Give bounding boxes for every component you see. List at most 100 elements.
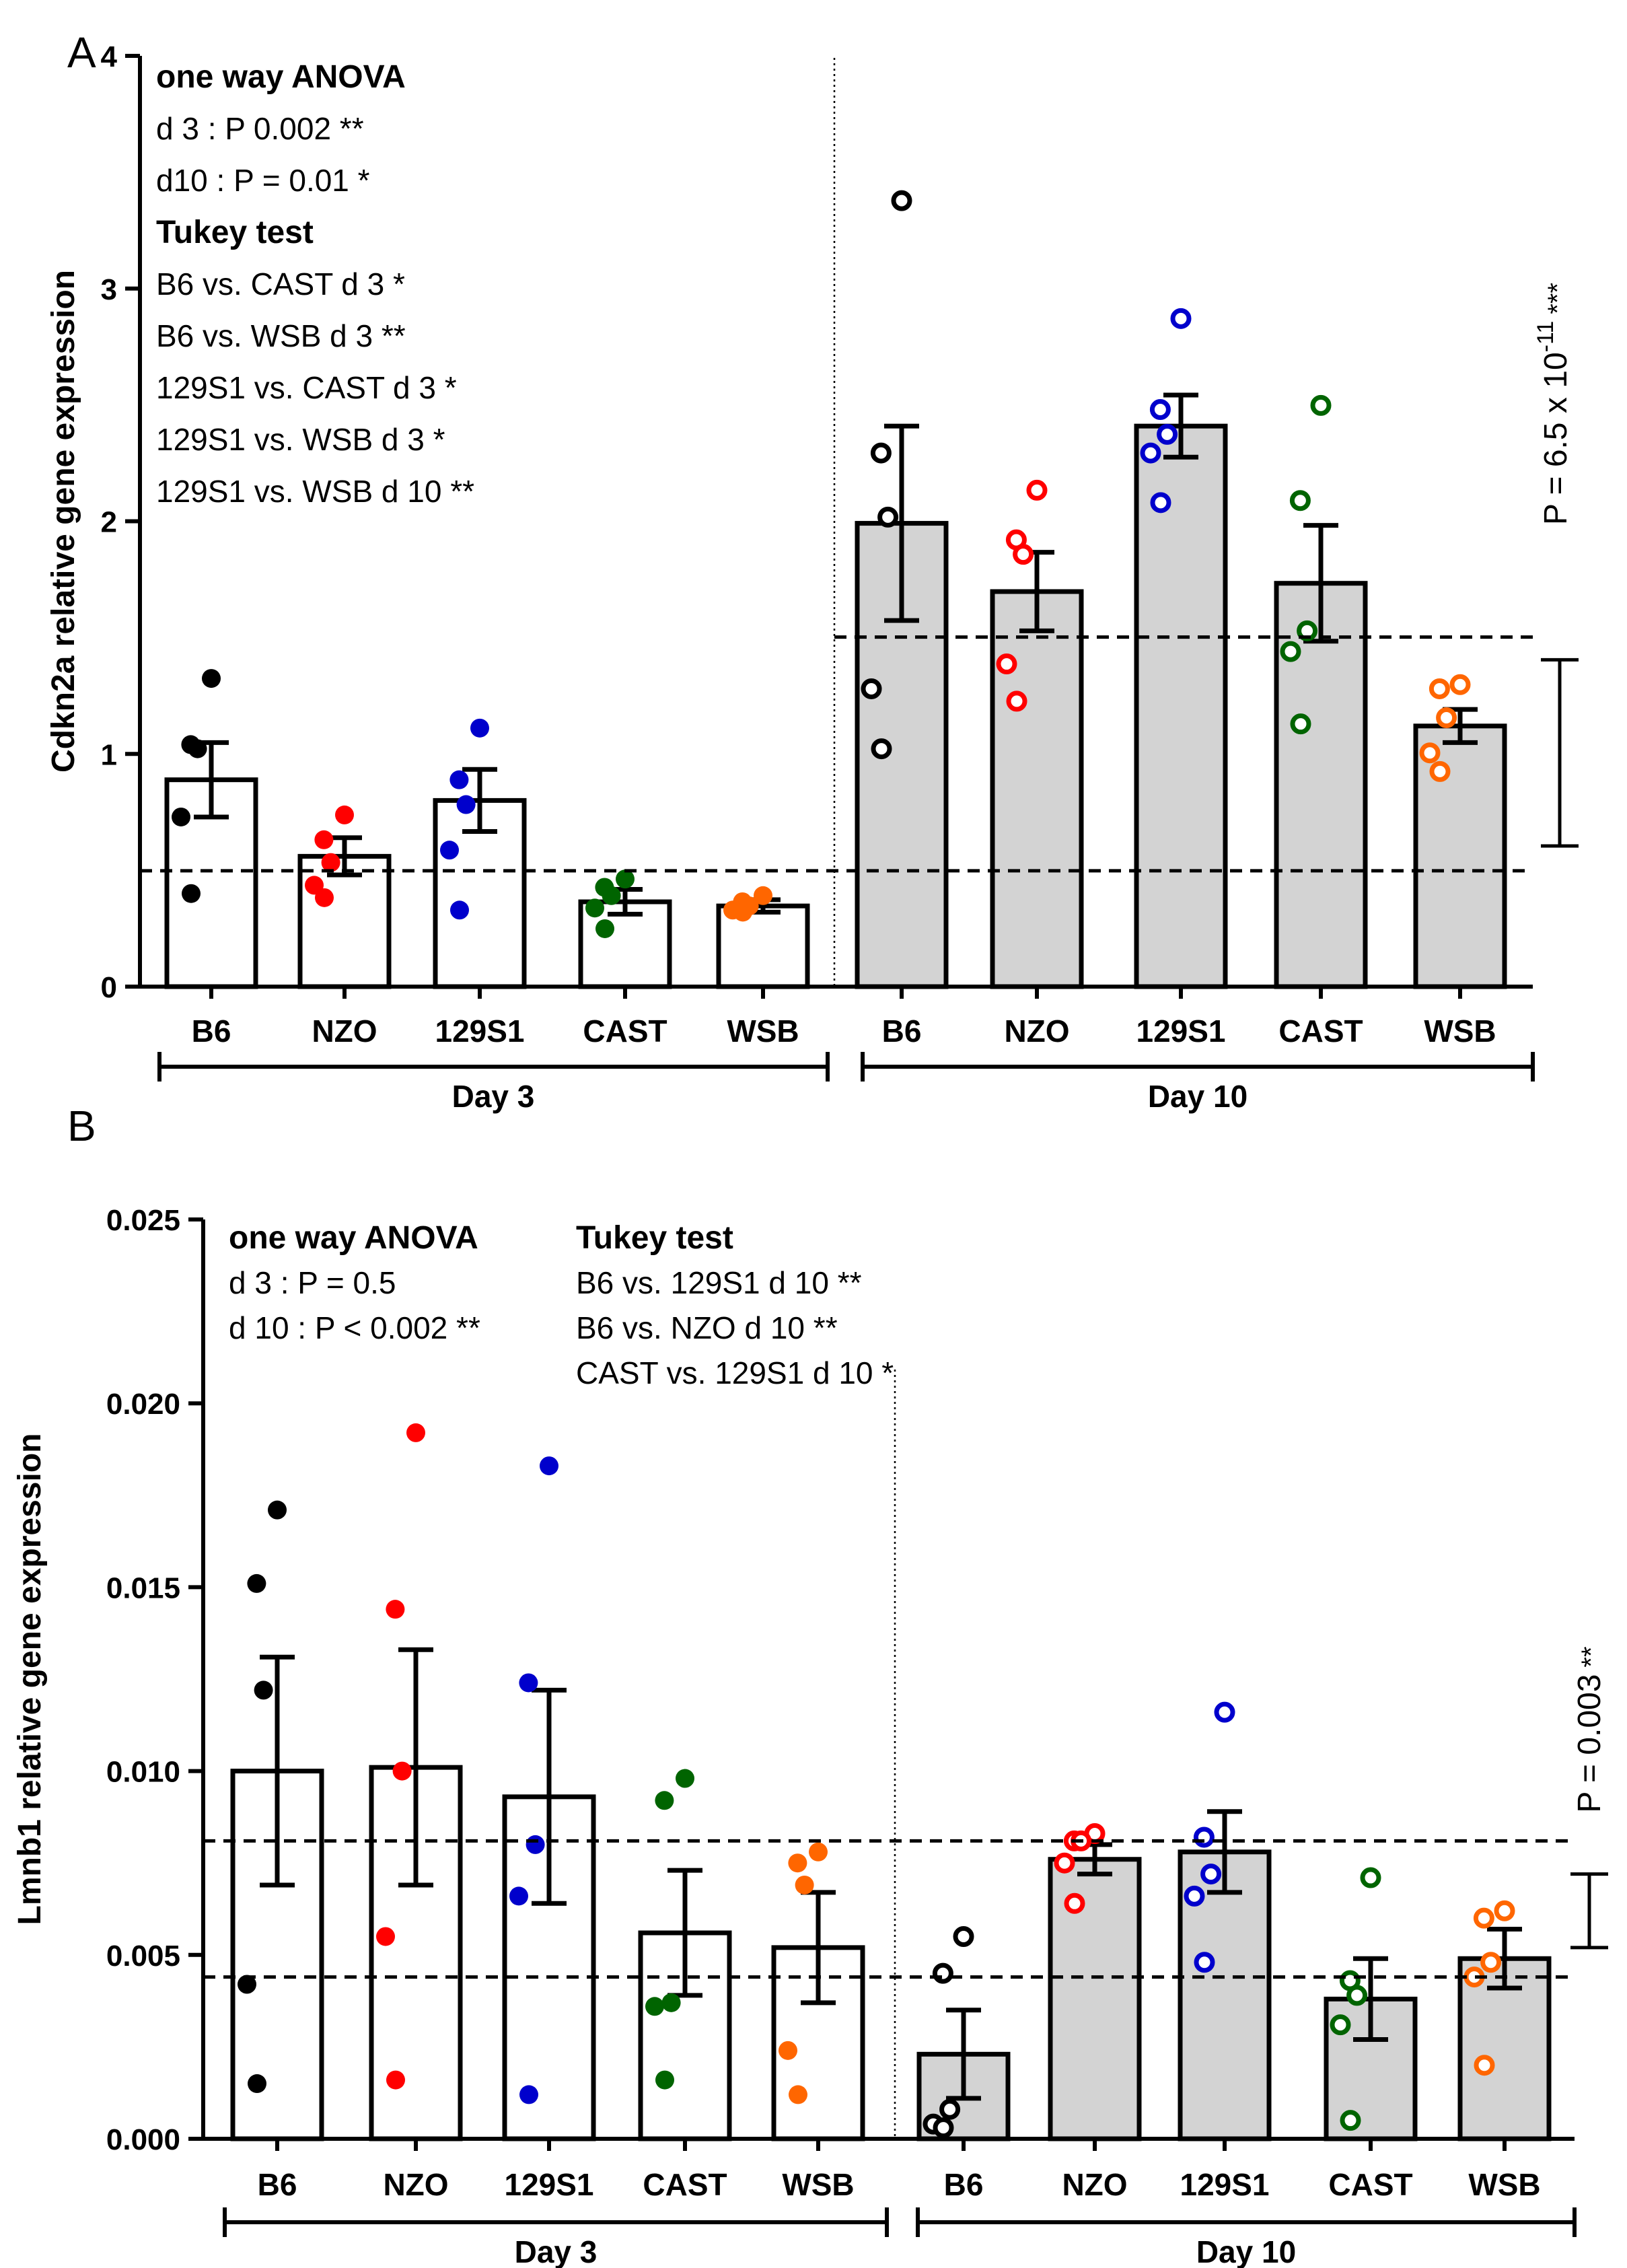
tukey-line: B6 vs. NZO d 10 ** [576,1310,838,1345]
y-tick-label: 1 [101,738,117,771]
data-point-cast [595,919,614,938]
data-point-129s1 [1157,423,1178,445]
x-tick-label: B6 [258,2167,297,2202]
data-point-129s1 [526,1835,545,1854]
x-tick-label: 129S1 [1180,2167,1269,2202]
data-point-wsb [795,1875,814,1894]
data-point-cast [676,1769,694,1788]
data-point-129s1 [1184,1885,1205,1907]
bar-nzo-day10 [1048,1857,1142,2141]
x-tick-label: NZO [312,1014,377,1049]
data-point-nzo [1054,1852,1075,1874]
y-tick-label: 0.010 [106,1756,180,1789]
data-point-129s1 [1149,399,1171,421]
data-point-nzo [315,888,334,907]
data-point-129s1 [1150,492,1171,513]
data-point-cast [1360,1867,1381,1888]
data-point-b6 [188,739,207,758]
data-point-wsb [733,902,752,922]
data-point-b6 [891,190,912,211]
data-point-129s1 [440,841,459,860]
data-point-wsb [1436,707,1457,728]
data-point-nzo [386,1600,405,1619]
data-point-b6 [953,1925,974,1947]
data-point-nzo [1064,1892,1085,1914]
tukey-title: Tukey test [156,215,314,250]
tukey-line: B6 vs. 129S1 d 10 ** [576,1265,862,1300]
data-point-cast [645,1997,664,2016]
bar-129s1-day10 [1134,423,1228,989]
group-label: Day 10 [1196,2234,1296,2268]
data-point-cast [1330,2014,1351,2036]
data-point-cast [602,886,621,905]
y-axis-label: Cdkn2a relative gene expression [46,270,81,773]
y-tick-label: 0.015 [106,1571,180,1604]
data-point-129s1 [519,2085,538,2104]
tukey-line: 129S1 vs. WSB d 10 ** [156,474,474,509]
data-point-129s1 [1170,308,1192,329]
data-point-wsb [779,2041,797,2060]
data-point-129s1 [1200,1864,1222,1885]
tukey-line: B6 vs. WSB d 3 ** [156,318,406,353]
p-value-label: P = 0.003 ** [1572,1646,1607,1812]
y-tick-label: 3 [101,273,117,306]
group-label: Day 3 [515,2234,598,2268]
tukey-line: 129S1 vs. WSB d 3 * [156,422,445,457]
x-tick-label: WSB [727,1014,799,1049]
data-point-b6 [254,1680,273,1700]
y-tick-label: 0.005 [106,1940,180,1973]
data-point-cast [616,870,635,889]
x-tick-label: 129S1 [435,1014,524,1049]
x-tick-label: CAST [1328,2167,1412,2202]
data-point-nzo [321,853,340,872]
x-tick-label: 129S1 [504,2167,593,2202]
group-label: Day 3 [452,1079,535,1114]
p-value-stars: ** [1577,1646,1606,1667]
data-point-129s1 [1193,1827,1215,1848]
panel-b-chart: B 0.000 0.005 0.010 0.015 0.020 0.025 Lmnb1 rel… [12,1102,1608,2268]
data-point-129s1 [449,770,469,789]
data-point-cast [1297,620,1318,641]
data-point-wsb [1429,760,1451,782]
data-point-b6 [939,2098,961,2120]
data-point-nzo [392,1761,412,1781]
y-axis-label: Lmnb1 relative gene expression [12,1433,48,1925]
x-tick-label: WSB [1424,1014,1496,1049]
data-point-nzo [1013,544,1034,565]
anova-line: d 10 : P < 0.002 ** [229,1310,480,1345]
y-tick-label: 0.020 [106,1388,180,1421]
data-point-nzo [406,1423,425,1442]
data-point-nzo [1006,690,1027,712]
panel-a-chart: A 0 1 2 3 4 Cdkn2a relative gene expression B6 N… [46,28,1579,1114]
x-tick-label: CAST [1278,1014,1363,1049]
tukey-line: 129S1 vs. CAST d 3 * [156,370,457,405]
data-point-wsb [1449,674,1471,695]
data-point-cast [585,898,604,918]
x-tick-label: 129S1 [1136,1014,1225,1049]
data-point-129s1 [1194,1952,1215,1973]
panel-letter: A [67,28,96,77]
x-tick-label: NZO [383,2167,448,2202]
anova-title: one way ANOVA [156,59,406,95]
data-point-cast [655,2070,674,2090]
y-tick-label: 2 [101,506,117,539]
data-point-129s1 [519,1673,538,1693]
data-point-cast [661,1993,681,2012]
data-point-b6 [870,442,892,464]
data-point-b6 [932,1962,953,1984]
data-point-b6 [877,506,899,528]
data-point-129s1 [1140,442,1161,464]
tukey-line: B6 vs. CAST d 3 * [156,267,405,302]
data-point-wsb [1474,2055,1495,2076]
data-point-129s1 [540,1456,558,1476]
anova-line: d 3 : P 0.002 ** [156,111,364,146]
p-value-text: P = 0.003 [1572,1674,1607,1813]
data-point-nzo [376,1927,395,1946]
p-value-stars: *** [1543,283,1572,314]
p-value-text: P = 6.5 x 10 [1538,352,1574,525]
data-point-cast [1340,2110,1361,2131]
data-point-wsb [1429,678,1450,699]
data-point-129s1 [470,718,489,738]
y-tick-label: 0 [101,971,117,1004]
